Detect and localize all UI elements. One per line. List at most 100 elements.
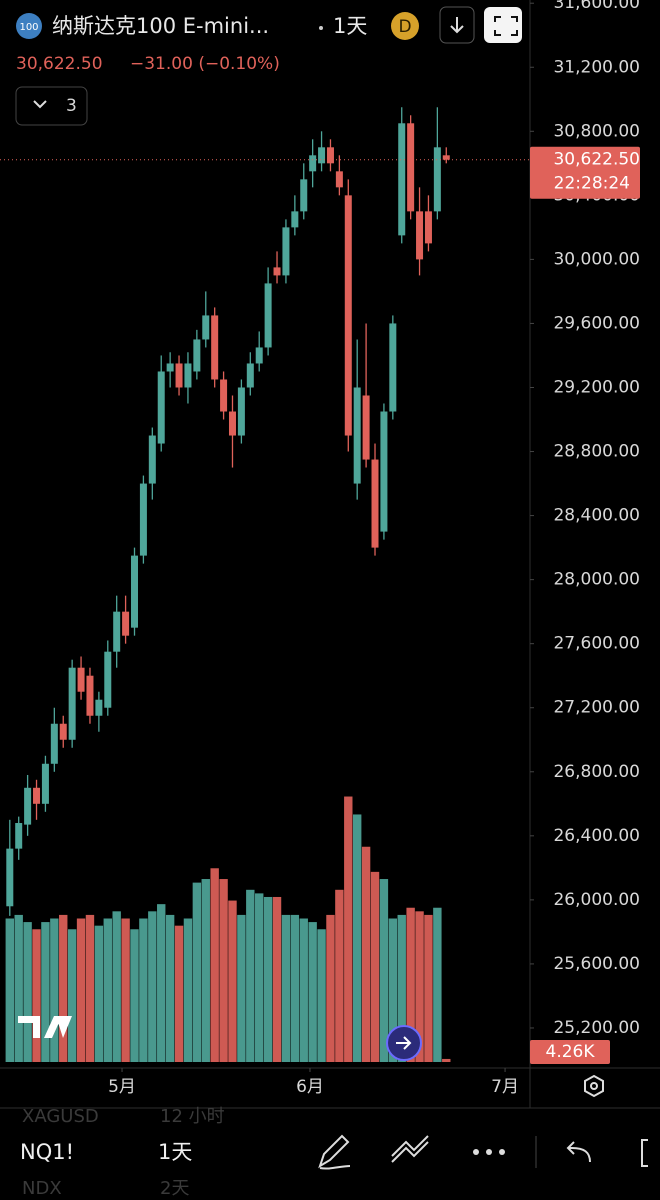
y-tick-label: 26,400.00 — [553, 826, 640, 846]
y-tick-label: 30,800.00 — [553, 121, 640, 141]
candle-body — [33, 787, 41, 804]
candle-body — [273, 267, 281, 276]
candle-body — [318, 147, 326, 164]
y-tick-label: 27,200.00 — [553, 698, 640, 718]
indicator-icon[interactable] — [391, 1135, 429, 1163]
candle-body — [424, 211, 432, 244]
candle-body — [6, 848, 14, 907]
candle-body — [326, 147, 334, 164]
chevron-icon — [33, 100, 47, 109]
x-tick-label: 7月 — [491, 1077, 519, 1097]
candle-body — [398, 123, 406, 236]
ghost-interval: 12 小时 — [160, 1106, 225, 1127]
volume-bar — [32, 929, 41, 1062]
countdown-label: 22:28:24 — [554, 174, 630, 194]
volume-bar — [219, 879, 228, 1062]
indicator-count: 3 — [66, 96, 77, 116]
volume-bar — [23, 922, 32, 1062]
volume-bar — [192, 882, 202, 1062]
candle-body — [104, 651, 112, 708]
volume-bar — [352, 814, 362, 1062]
candle-body — [220, 379, 228, 412]
candle-body — [442, 155, 450, 160]
candle-body — [237, 387, 245, 436]
candle-body — [15, 823, 23, 849]
volume-bar — [139, 918, 148, 1062]
volume-bar — [85, 914, 95, 1062]
candle-body — [335, 171, 343, 188]
badge-text: D — [398, 17, 411, 37]
volume-bar — [442, 1058, 451, 1062]
toolbar-interval[interactable]: 1天 — [158, 1140, 192, 1164]
volume-bar — [148, 911, 157, 1062]
toolbar-symbol[interactable]: NQ1! — [20, 1140, 74, 1164]
candle-body — [202, 315, 210, 340]
tv-logo — [18, 1016, 72, 1038]
y-tick-label: 28,800.00 — [553, 442, 640, 462]
x-tick-label: 6月 — [296, 1077, 324, 1097]
badge[interactable] — [391, 12, 419, 40]
candle-body — [300, 179, 308, 212]
volume-bar — [157, 904, 166, 1062]
volume-bar — [103, 918, 112, 1062]
interval[interactable]: 1天 — [333, 14, 367, 38]
draw-icon[interactable] — [318, 1134, 351, 1170]
fullscreen-button[interactable] — [484, 7, 522, 43]
volume-bar — [361, 846, 371, 1062]
volume-label: 4.26K — [546, 1042, 596, 1062]
volume-bar — [76, 918, 86, 1062]
candle-body — [50, 723, 58, 764]
y-tick-label: 25,600.00 — [553, 954, 640, 974]
ghost-interval: 2天 — [160, 1178, 189, 1199]
volume-bar — [237, 914, 246, 1062]
candle-body — [184, 363, 192, 388]
volume-bar — [50, 918, 59, 1062]
jump-icon — [396, 1036, 412, 1050]
candle-body — [139, 483, 147, 556]
candle-body — [291, 211, 299, 228]
volume-bar — [308, 922, 317, 1062]
volume-bar — [433, 907, 442, 1062]
download-icon — [450, 17, 464, 34]
y-tick-label: 31,200.00 — [553, 57, 640, 77]
volume-bar — [255, 893, 264, 1062]
candle-body — [380, 411, 388, 532]
symbol-title[interactable]: 纳斯达克100 E-mini... — [52, 14, 269, 38]
volume-bar — [370, 871, 380, 1062]
volume-bar — [263, 896, 273, 1062]
candle-body — [86, 675, 94, 716]
volume-bar — [228, 900, 237, 1062]
volume-bar — [272, 896, 282, 1062]
candle-body — [175, 363, 183, 388]
candle-body — [282, 227, 290, 276]
chart: 25,200.00 25,600.00 26,000.00 26,400.00 26,8… — [0, 0, 640, 1097]
symbol-icon[interactable] — [16, 13, 42, 39]
y-tick-label: 29,600.00 — [553, 313, 640, 333]
candle-body — [264, 283, 272, 348]
undo-icon[interactable] — [566, 1141, 591, 1163]
candle-body — [41, 763, 49, 804]
more-icon[interactable] — [473, 1149, 505, 1155]
candle-body — [344, 195, 352, 436]
volume-bar — [406, 907, 415, 1062]
price-change: −31.00 (−0.10%) — [130, 54, 280, 74]
y-tick-label: 26,800.00 — [553, 762, 640, 782]
volume-bar — [112, 911, 121, 1062]
indicator-toggle[interactable] — [15, 86, 88, 126]
volume-bar — [299, 918, 308, 1062]
candle-body — [371, 459, 379, 548]
candle-body — [211, 315, 219, 380]
redo-icon[interactable] — [641, 1139, 648, 1167]
volume-bar — [246, 889, 255, 1062]
settings-icon[interactable] — [584, 1074, 604, 1098]
volume-label-box — [530, 1040, 610, 1064]
candle-body — [309, 155, 317, 172]
download-button[interactable] — [439, 6, 475, 44]
candle-body — [389, 323, 397, 412]
candle-body — [166, 363, 174, 372]
ghost-symbol: XAGUSD — [22, 1106, 99, 1127]
volume-bar — [290, 914, 300, 1062]
volume-bar — [174, 925, 184, 1062]
candle-body — [113, 611, 121, 652]
